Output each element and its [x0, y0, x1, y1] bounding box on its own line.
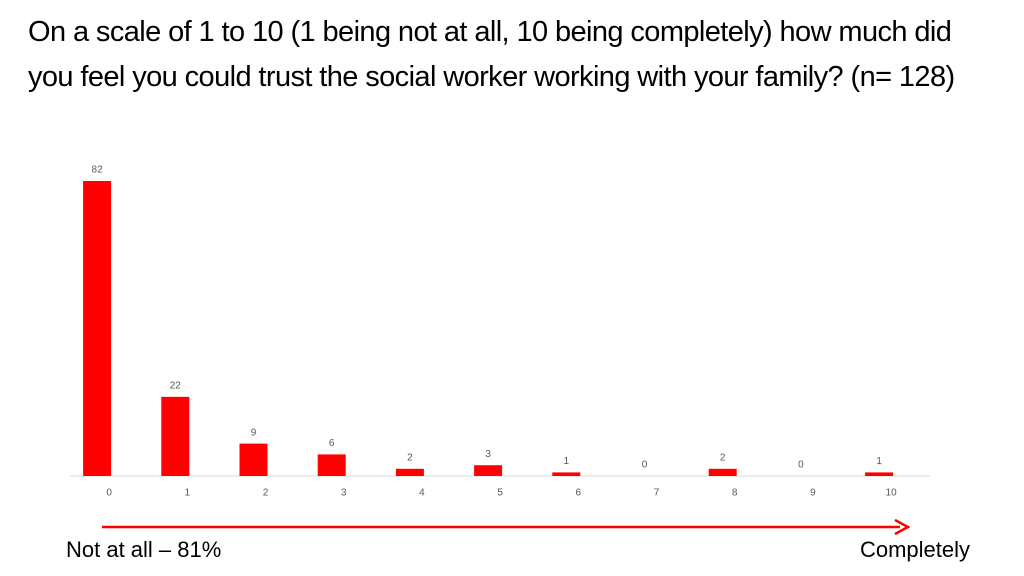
x-tick-label: 5 — [497, 488, 503, 499]
data-label: 22 — [170, 380, 182, 391]
bar — [552, 472, 581, 476]
chart-title: On a scale of 1 to 10 (1 being not at al… — [28, 16, 955, 93]
bar — [317, 454, 346, 476]
annotation: Not at all – 81% — [66, 537, 221, 562]
bar — [239, 443, 268, 476]
bar — [395, 468, 424, 476]
annotation: Completely — [860, 537, 970, 562]
data-label: 2 — [407, 452, 413, 463]
x-tick-label: 8 — [732, 488, 738, 499]
data-label: 2 — [720, 452, 726, 463]
bar — [161, 396, 190, 476]
x-tick-label: 3 — [341, 488, 347, 499]
data-label: 1 — [876, 456, 882, 467]
x-tick-label: 9 — [810, 488, 816, 499]
x-tick-label: 10 — [886, 488, 898, 499]
x-tick-label: 4 — [419, 488, 425, 499]
x-tick-label: 0 — [106, 488, 112, 499]
data-label: 9 — [251, 427, 257, 438]
bar — [83, 181, 112, 476]
arrow-head — [894, 518, 911, 536]
bar — [474, 465, 503, 476]
data-label: 1 — [564, 456, 570, 467]
x-tick-label: 7 — [654, 488, 660, 499]
x-tick-label: 6 — [576, 488, 582, 499]
data-label: 82 — [92, 165, 104, 176]
data-label: 0 — [798, 460, 804, 471]
data-label: 3 — [485, 449, 491, 460]
x-tick-label: 1 — [185, 488, 191, 499]
bar — [865, 472, 894, 476]
x-tick-label: 2 — [263, 488, 269, 499]
bar — [708, 468, 737, 476]
data-label: 0 — [642, 460, 648, 471]
data-label: 6 — [329, 438, 335, 449]
